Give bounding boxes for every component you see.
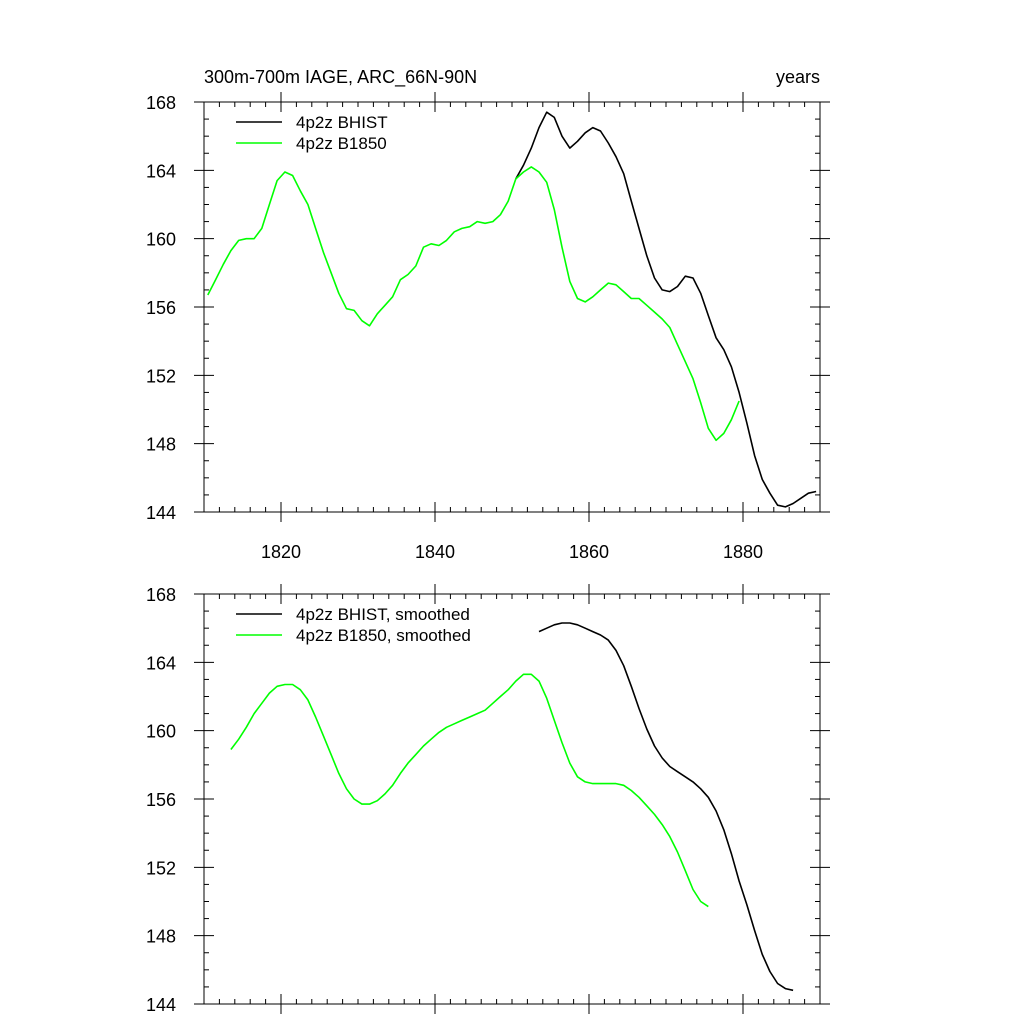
- plot-frame: [203, 101, 821, 513]
- bottom-chart-panel: 144 148 152 156 160 164 168 4p2z BHIST, smoothe…: [146, 584, 830, 1015]
- y-tick-label: 148: [146, 435, 176, 455]
- y-tick-label: 164: [146, 161, 176, 181]
- legend-label: 4p2z B1850, smoothed: [296, 626, 471, 645]
- x-tick-label: 1880: [723, 542, 763, 562]
- plot-title: 300m-700m IAGE, ARC_66N-90N: [204, 67, 477, 88]
- y-tick-label: 168: [146, 585, 176, 605]
- legend-label: 4p2z B1850: [296, 134, 387, 153]
- x-tick-label: 1840: [415, 542, 455, 562]
- y-tick-label: 144: [146, 503, 176, 523]
- x-units-label: years: [776, 67, 820, 87]
- y-tick-label: 152: [146, 366, 176, 386]
- top-chart-panel: 1820 1840 1860 1880 144 148 152 156 160 164 168 4p2…: [146, 92, 830, 562]
- y-tick-label: 168: [146, 93, 176, 113]
- legend-label: 4p2z BHIST, smoothed: [296, 605, 470, 624]
- x-tick-label: 1820: [261, 542, 301, 562]
- y-tick-label: 144: [146, 995, 176, 1015]
- series-line-b1850: [207, 166, 740, 442]
- x-tick-label: 1860: [569, 542, 609, 562]
- series-line-b1850: [230, 673, 709, 908]
- y-tick-label: 156: [146, 790, 176, 810]
- y-tick-label: 152: [146, 858, 176, 878]
- y-tick-label: 164: [146, 653, 176, 673]
- y-tick-label: 160: [146, 230, 176, 250]
- plot-frame: [203, 593, 821, 1005]
- y-tick-label: 156: [146, 298, 176, 318]
- y-tick-label: 160: [146, 722, 176, 742]
- series-line-bhist: [538, 622, 794, 992]
- y-tick-label: 148: [146, 927, 176, 947]
- legend-label: 4p2z BHIST: [296, 113, 388, 132]
- series-line-bhist: [515, 111, 817, 508]
